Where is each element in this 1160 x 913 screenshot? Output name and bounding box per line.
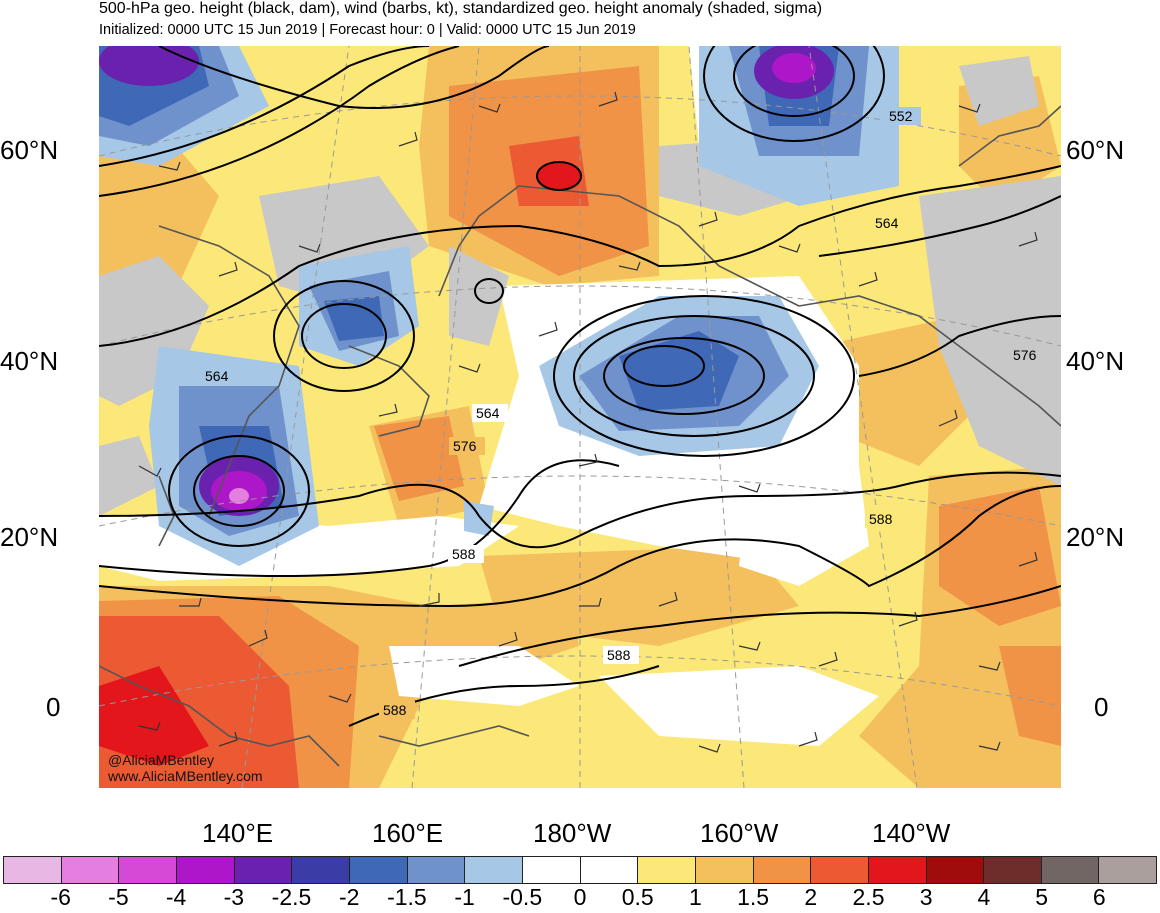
colorbar-swatch [60, 856, 119, 884]
contour-label: 564 [875, 215, 899, 231]
lat-label-right: 60°N [1066, 135, 1125, 165]
colorbar-swatch [406, 856, 465, 884]
colorbar-tick-label: 2.5 [852, 884, 885, 910]
colorbar-swatch [983, 856, 1041, 884]
colorbar-tick-label: 3 [919, 884, 933, 910]
colorbar-tick-label: 1 [688, 884, 702, 910]
colorbar-swatch [637, 856, 695, 884]
contour-label: 588 [869, 511, 893, 527]
wind-barbs [138, 91, 1038, 753]
colorbar-swatch [694, 856, 753, 884]
lat-label-left: 0 [46, 692, 61, 722]
credit-website: www.AliciaMBentley.com [108, 768, 263, 784]
colorbar-tick-label: -1.5 [387, 884, 427, 910]
lat-label-right: 0 [1094, 692, 1109, 722]
lat-label-left: 60°N [0, 135, 59, 165]
colorbar-tick-label: -0.5 [502, 884, 543, 910]
anomaly-colorbar [3, 856, 1158, 884]
chart-subtitle: Initialized: 0000 UTC 15 Jun 2019 | Fore… [99, 22, 636, 38]
colorbar-swatch [464, 856, 522, 884]
contour-label: 588 [383, 702, 407, 718]
height-contours [99, 46, 1061, 727]
contour-labels: 552 564 576 564 564 576 588 588 588 588 [201, 107, 1045, 719]
colorbar-swatch [291, 856, 349, 884]
colorbar-swatch [1098, 856, 1158, 884]
colorbar-swatch [175, 856, 234, 884]
colorbar-swatch [521, 856, 580, 884]
colorbar-swatch [1040, 856, 1099, 884]
contour-label: 564 [205, 368, 229, 384]
colorbar-tick-label: -3 [223, 884, 245, 910]
lon-label: 160°W [700, 818, 779, 848]
anomaly-negative-magenta [229, 488, 249, 504]
colorbar-tick-label: 6 [1092, 884, 1106, 910]
colorbar-tick-label: -5 [108, 884, 129, 910]
colorbar-tick-label: 0 [573, 884, 587, 910]
colorbar-tick-label: 5 [1035, 884, 1048, 910]
contour-label: 576 [1013, 347, 1037, 363]
colorbar-swatch [233, 856, 292, 884]
colorbar-swatch [118, 856, 176, 884]
colorbar-tick-label: 0.5 [621, 884, 654, 910]
colorbar-tick-label: -6 [50, 884, 71, 910]
map-svg: 552 564 576 564 564 576 588 588 588 588 [99, 46, 1061, 788]
lon-label: 140°E [202, 818, 274, 848]
contour-label: 552 [889, 108, 913, 124]
colorbar-swatch [3, 856, 61, 884]
lat-label-left: 20°N [0, 522, 59, 552]
colorbar-swatch [348, 856, 407, 884]
contour-label: 588 [607, 647, 631, 663]
colorbar-tick-label: -2 [338, 884, 360, 910]
chart-title: 500-hPa geo. height (black, dam), wind (… [99, 0, 823, 17]
lon-label: 140°W [872, 818, 951, 848]
colorbar-swatch [752, 856, 811, 884]
map-panel: 552 564 576 564 564 576 588 588 588 588 [99, 46, 1061, 788]
lat-label-left: 40°N [0, 346, 59, 376]
contour-label: 576 [453, 438, 477, 454]
colorbar-tick-label: -2.5 [271, 884, 312, 910]
anomaly-positive-red [99, 162, 581, 766]
lon-label: 160°E [372, 818, 444, 848]
contour-label: 588 [452, 546, 476, 562]
coastlines [99, 105, 1061, 767]
colorbar-swatch [579, 856, 638, 884]
colorbar-tick-label: 4 [977, 884, 991, 910]
colorbar-tick-label: 2 [804, 884, 818, 910]
credit-handle: @AliciaMBentley [108, 752, 215, 768]
lat-label-right: 20°N [1066, 522, 1125, 552]
lon-label: 180°W [533, 818, 612, 848]
colorbar-swatch [867, 856, 926, 884]
lat-label-right: 40°N [1066, 346, 1125, 376]
colorbar-swatch [925, 856, 984, 884]
contour-label: 564 [476, 405, 500, 421]
colorbar-tick-label: -1 [454, 884, 475, 910]
colorbar-swatch [810, 856, 868, 884]
colorbar-tick-label: 1.5 [737, 884, 770, 910]
colorbar-tick-label: -4 [165, 884, 187, 910]
